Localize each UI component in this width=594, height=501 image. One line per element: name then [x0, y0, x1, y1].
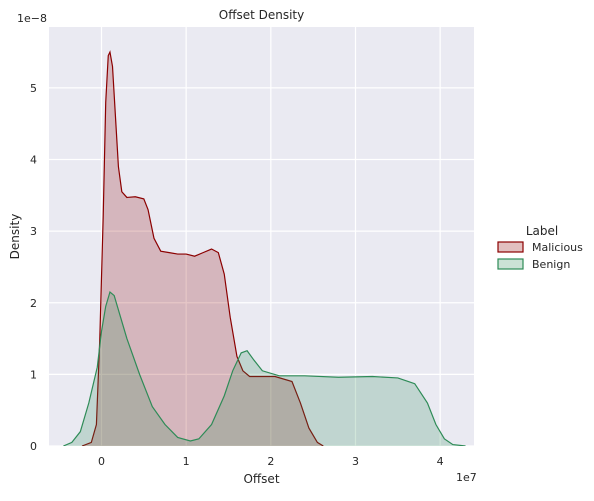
x-tick-label: 3 — [352, 455, 359, 468]
series-group — [63, 50, 466, 446]
y-tick-label: 0 — [30, 440, 37, 453]
legend-label-malicious: Malicious — [532, 241, 583, 254]
x-tick-label: 1 — [183, 455, 190, 468]
y-tick-label: 3 — [30, 225, 37, 238]
density-line-malicious — [81, 50, 324, 446]
y-tick-label: 2 — [30, 297, 37, 310]
legend-title: Label — [526, 224, 558, 238]
density-area-malicious — [82, 52, 324, 446]
y-axis-label: Density — [8, 214, 22, 260]
y-tick-label: 4 — [30, 154, 37, 167]
x-axis-offset-label: 1e7 — [456, 471, 477, 484]
y-tick-label: 5 — [30, 82, 37, 95]
y-tick-label: 1 — [30, 368, 37, 381]
y-axis-offset-label: 1e−8 — [17, 12, 47, 25]
density-line-benign — [63, 290, 466, 446]
legend-swatch-malicious — [497, 241, 524, 253]
x-tick-label: 2 — [267, 455, 274, 468]
density-area-benign — [63, 292, 466, 446]
x-axis-label: Offset — [243, 472, 279, 486]
legend: Malicious Benign — [497, 241, 583, 271]
x-tick-label: 4 — [437, 455, 444, 468]
chart-title: Offset Density — [219, 8, 305, 22]
plot-area: 0 1 2 3 4 0 1 2 3 4 5 — [30, 27, 474, 468]
x-tick-label: 0 — [98, 455, 105, 468]
legend-swatch-benign — [497, 258, 524, 270]
legend-label-benign: Benign — [532, 258, 570, 271]
